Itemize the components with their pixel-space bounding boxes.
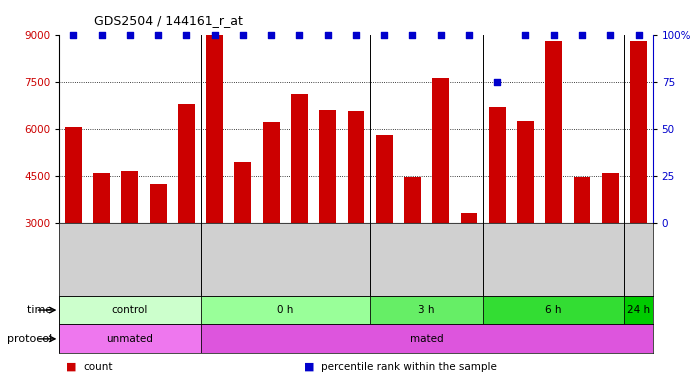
Point bbox=[463, 31, 475, 38]
Point bbox=[350, 31, 362, 38]
Point bbox=[520, 31, 531, 38]
Point bbox=[604, 31, 616, 38]
Text: percentile rank within the sample: percentile rank within the sample bbox=[321, 362, 497, 372]
Bar bbox=[404, 177, 421, 223]
Bar bbox=[483, 296, 625, 324]
Text: mated: mated bbox=[410, 334, 443, 344]
Point bbox=[209, 31, 221, 38]
Bar bbox=[348, 111, 364, 223]
Text: 24 h: 24 h bbox=[627, 305, 650, 315]
Point bbox=[181, 31, 192, 38]
Point bbox=[237, 31, 248, 38]
Bar bbox=[150, 184, 167, 223]
Text: 3 h: 3 h bbox=[418, 305, 435, 315]
Bar bbox=[376, 135, 393, 223]
Bar bbox=[94, 172, 110, 223]
Text: control: control bbox=[112, 305, 148, 315]
Point bbox=[153, 31, 164, 38]
Text: unmated: unmated bbox=[107, 334, 154, 344]
Text: GDS2504 / 144161_r_at: GDS2504 / 144161_r_at bbox=[94, 14, 243, 27]
Bar bbox=[65, 127, 82, 223]
Bar bbox=[432, 78, 450, 223]
Text: count: count bbox=[84, 362, 113, 372]
Point bbox=[548, 31, 559, 38]
Bar bbox=[121, 171, 138, 223]
Point bbox=[378, 31, 389, 38]
Text: 6 h: 6 h bbox=[546, 305, 562, 315]
Bar bbox=[489, 107, 506, 223]
Bar bbox=[517, 121, 534, 223]
Text: 0 h: 0 h bbox=[277, 305, 294, 315]
Text: protocol: protocol bbox=[7, 334, 56, 344]
Point bbox=[96, 31, 107, 38]
Bar bbox=[370, 296, 483, 324]
Bar bbox=[625, 296, 653, 324]
Bar bbox=[178, 104, 195, 223]
Bar bbox=[200, 296, 370, 324]
Bar bbox=[461, 214, 477, 223]
Point bbox=[407, 31, 418, 38]
Bar bbox=[319, 110, 336, 223]
Point bbox=[68, 31, 79, 38]
Bar bbox=[602, 172, 618, 223]
Text: time: time bbox=[27, 305, 56, 315]
Bar bbox=[235, 162, 251, 223]
Point bbox=[294, 31, 305, 38]
Point bbox=[435, 31, 446, 38]
Bar bbox=[545, 41, 562, 223]
Point bbox=[124, 31, 135, 38]
Bar bbox=[262, 122, 280, 223]
Point bbox=[322, 31, 334, 38]
Bar bbox=[206, 33, 223, 223]
Bar bbox=[59, 324, 200, 353]
Point bbox=[577, 31, 588, 38]
Bar bbox=[200, 324, 653, 353]
Point bbox=[491, 79, 503, 85]
Text: ■: ■ bbox=[66, 362, 80, 372]
Point bbox=[633, 31, 644, 38]
Point bbox=[266, 31, 277, 38]
Bar bbox=[59, 296, 200, 324]
Bar bbox=[291, 94, 308, 223]
Bar bbox=[574, 177, 591, 223]
Bar bbox=[630, 41, 647, 223]
Text: ■: ■ bbox=[304, 362, 318, 372]
